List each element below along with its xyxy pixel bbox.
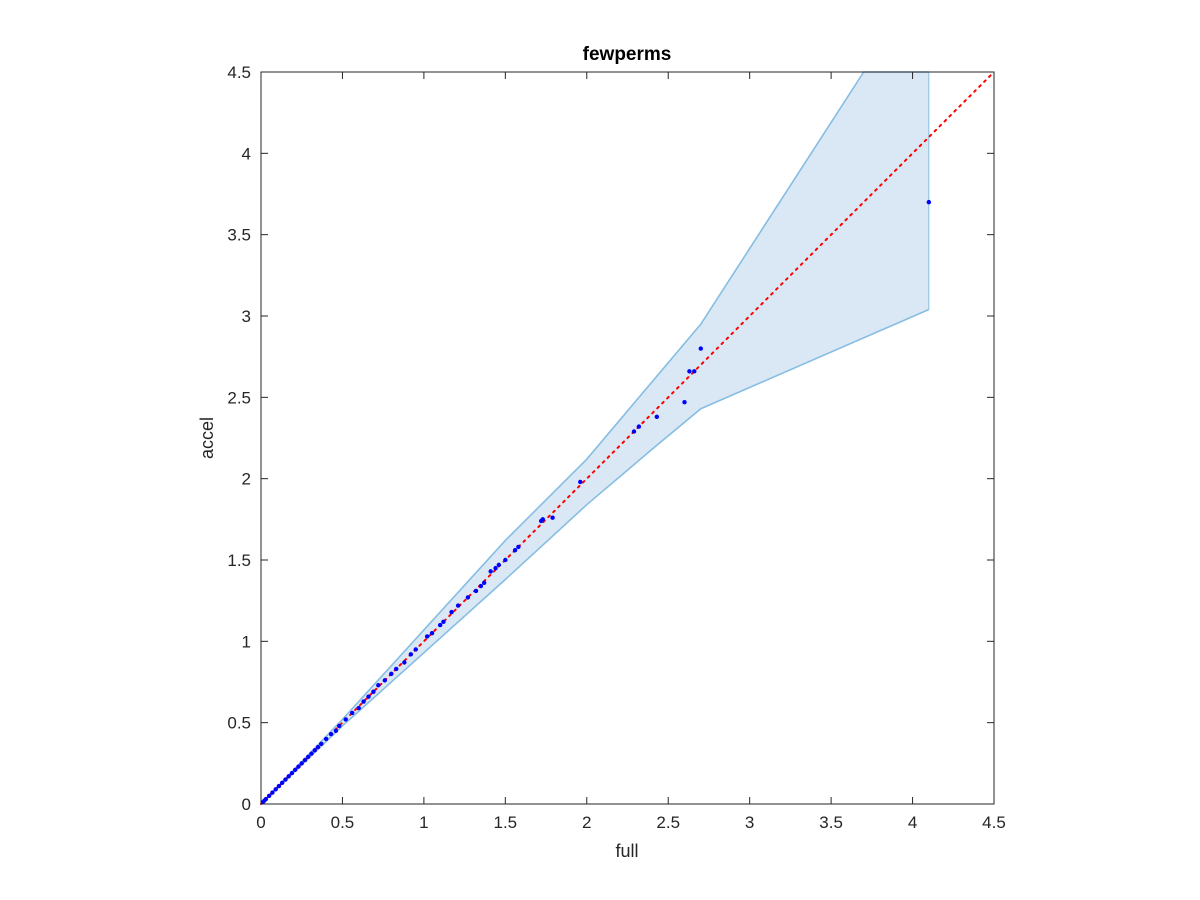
data-point — [493, 565, 498, 571]
data-point — [263, 796, 269, 802]
data-point — [270, 790, 275, 795]
y-tick-label: 4 — [242, 144, 251, 163]
data-point — [283, 777, 288, 782]
data-point — [437, 622, 443, 628]
x-tick-label: 2.5 — [656, 813, 680, 832]
data-point — [512, 548, 518, 553]
x-tick-label: 0.5 — [331, 813, 355, 832]
data-point — [319, 741, 324, 747]
reference-line-segment — [260, 71, 995, 805]
data-point — [478, 583, 484, 589]
reference-line — [260, 71, 995, 805]
data-point — [631, 429, 637, 434]
axes-box — [260, 71, 995, 805]
x-tick-label: 4.5 — [982, 813, 1006, 832]
data-point — [473, 588, 479, 594]
data-point — [503, 557, 508, 563]
data-point — [455, 603, 461, 608]
data-point — [343, 717, 348, 722]
y-tick-label: 0.5 — [227, 714, 251, 733]
data-point — [682, 400, 687, 405]
band-lower-edge — [260, 308, 930, 805]
data-point — [328, 731, 334, 737]
data-point — [692, 369, 697, 374]
data-point — [289, 770, 295, 776]
data-point — [333, 728, 339, 733]
data-point — [273, 787, 278, 792]
confidence-band — [260, 71, 930, 805]
data-point — [371, 689, 376, 694]
data-point — [266, 793, 272, 799]
data-point — [361, 699, 366, 704]
x-tick-label: 2 — [582, 813, 591, 832]
data-point — [698, 346, 703, 351]
x-tick-label: 3 — [745, 813, 754, 832]
data-point — [465, 595, 471, 600]
data-point — [376, 683, 381, 688]
data-point — [516, 544, 521, 550]
x-tick-label: 1.5 — [494, 813, 518, 832]
band-upper-edge — [260, 71, 929, 805]
data-point — [449, 609, 454, 615]
data-point — [496, 562, 502, 568]
data-point — [413, 647, 418, 652]
y-tick-label: 3.5 — [227, 226, 251, 245]
data-point — [286, 774, 291, 779]
data-point — [393, 666, 399, 672]
data-point — [366, 694, 371, 699]
data-point — [302, 757, 308, 763]
x-tick-label: 0 — [256, 813, 265, 832]
data-point — [312, 748, 317, 753]
data-point — [350, 710, 355, 716]
y-tick-label: 1.5 — [227, 551, 251, 570]
data-point — [276, 783, 282, 789]
data-point — [389, 671, 394, 677]
data-point — [382, 678, 387, 683]
x-tick-label: 3.5 — [819, 813, 843, 832]
data-point — [402, 660, 407, 665]
data-point — [636, 424, 642, 429]
y-tick-label: 1 — [242, 632, 251, 651]
data-point — [424, 634, 430, 639]
y-tick-label: 0 — [242, 795, 251, 814]
data-point — [408, 652, 414, 657]
data-point — [687, 369, 692, 374]
x-axis-label: full — [615, 841, 638, 861]
chart-title: fewperms — [583, 44, 672, 65]
data-point — [540, 517, 545, 522]
data-point — [336, 723, 342, 729]
data-point — [578, 479, 583, 485]
data-point — [550, 515, 555, 520]
y-tick-label: 2 — [242, 470, 251, 489]
data-point — [279, 780, 285, 786]
data-point — [441, 619, 446, 625]
data-point — [323, 736, 329, 742]
data-point — [926, 199, 932, 205]
data-points — [260, 199, 932, 805]
y-axis-label: accel — [197, 417, 217, 459]
y-tick-label: 3 — [242, 307, 251, 326]
data-point — [299, 761, 304, 766]
x-tick-label: 4 — [908, 813, 917, 832]
data-point — [356, 705, 361, 711]
data-point — [488, 569, 493, 574]
x-tick-label: 1 — [419, 813, 428, 832]
x-axis-ticks: 0 0.5 1 1.5 2 2.5 3 3.5 4 4.5 — [256, 72, 1006, 832]
axes-frame — [260, 71, 995, 805]
data-point — [429, 631, 435, 636]
band-fill — [261, 72, 929, 804]
y-tick-label: 4.5 — [227, 63, 251, 82]
y-tick-label: 2.5 — [227, 388, 251, 407]
data-point — [309, 751, 314, 756]
data-point — [654, 414, 660, 420]
data-point — [293, 767, 298, 773]
data-point — [481, 580, 487, 585]
y-axis-ticks: 0 0.5 1 1.5 2 2.5 3 3.5 4 4.5 — [227, 63, 994, 814]
data-point — [306, 754, 311, 760]
data-point — [296, 764, 301, 769]
data-point — [315, 744, 321, 750]
